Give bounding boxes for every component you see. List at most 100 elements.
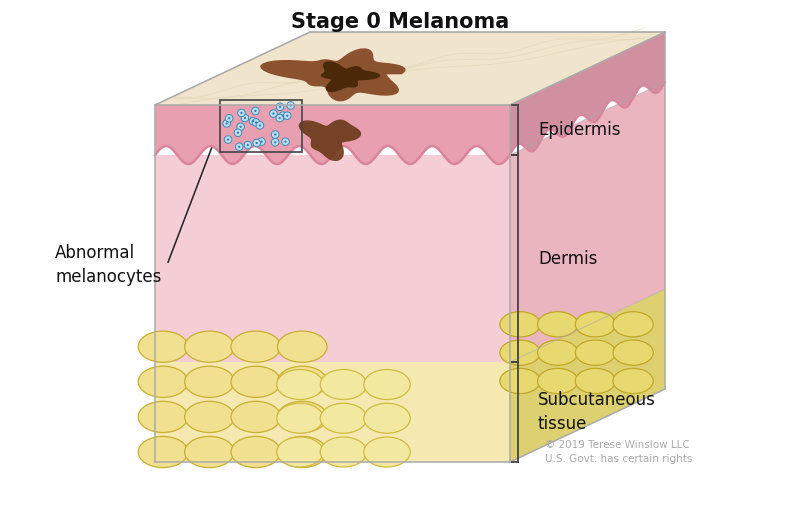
Ellipse shape: [538, 340, 578, 365]
Ellipse shape: [185, 401, 234, 433]
Circle shape: [276, 114, 283, 122]
Ellipse shape: [575, 340, 615, 365]
Circle shape: [279, 112, 286, 120]
Text: Subcutaneous
tissue: Subcutaneous tissue: [538, 391, 656, 433]
Circle shape: [227, 138, 229, 140]
Polygon shape: [321, 61, 380, 92]
Ellipse shape: [500, 340, 540, 365]
Text: Stage 0 Melanoma: Stage 0 Melanoma: [291, 12, 509, 32]
Ellipse shape: [138, 401, 188, 433]
Circle shape: [238, 109, 246, 116]
Circle shape: [237, 123, 244, 131]
Circle shape: [258, 124, 261, 126]
Ellipse shape: [231, 366, 281, 397]
Circle shape: [241, 114, 249, 122]
Ellipse shape: [613, 368, 654, 394]
Ellipse shape: [277, 437, 323, 467]
Polygon shape: [510, 289, 665, 462]
Circle shape: [255, 142, 258, 144]
Circle shape: [283, 112, 291, 120]
Circle shape: [224, 136, 232, 144]
Circle shape: [235, 143, 243, 151]
Circle shape: [252, 107, 259, 115]
Ellipse shape: [320, 437, 366, 467]
Ellipse shape: [278, 401, 327, 433]
Circle shape: [226, 114, 233, 122]
Ellipse shape: [278, 331, 327, 362]
Text: © 2019 Terese Winslow LLC
U.S. Govt. has certain rights: © 2019 Terese Winslow LLC U.S. Govt. has…: [545, 440, 692, 464]
Ellipse shape: [500, 311, 540, 337]
Ellipse shape: [613, 311, 654, 337]
Circle shape: [287, 102, 294, 109]
Ellipse shape: [277, 370, 323, 399]
Ellipse shape: [231, 401, 281, 433]
Circle shape: [271, 138, 279, 146]
Circle shape: [284, 140, 286, 143]
Ellipse shape: [320, 403, 366, 433]
Ellipse shape: [277, 403, 323, 433]
Circle shape: [240, 112, 242, 114]
Circle shape: [239, 126, 242, 128]
Ellipse shape: [138, 436, 188, 467]
Circle shape: [223, 120, 230, 127]
Circle shape: [274, 134, 276, 136]
Circle shape: [270, 110, 278, 118]
Ellipse shape: [575, 311, 615, 337]
Ellipse shape: [364, 437, 410, 467]
Circle shape: [271, 131, 279, 138]
Circle shape: [244, 117, 246, 119]
Ellipse shape: [278, 366, 327, 397]
Circle shape: [279, 106, 281, 108]
Circle shape: [278, 117, 281, 119]
Text: Abnormal
melanocytes: Abnormal melanocytes: [55, 244, 162, 286]
Ellipse shape: [185, 366, 234, 397]
Circle shape: [250, 118, 257, 125]
Ellipse shape: [364, 370, 410, 399]
Polygon shape: [155, 32, 665, 105]
Text: Epidermis: Epidermis: [538, 121, 621, 139]
Ellipse shape: [538, 368, 578, 394]
Circle shape: [272, 112, 274, 115]
Circle shape: [238, 146, 240, 148]
Circle shape: [282, 114, 284, 117]
Circle shape: [237, 132, 239, 134]
Circle shape: [234, 129, 242, 137]
Circle shape: [282, 138, 290, 146]
Text: Dermis: Dermis: [538, 250, 598, 267]
Circle shape: [290, 105, 292, 107]
Ellipse shape: [575, 368, 615, 394]
Circle shape: [261, 140, 262, 142]
Polygon shape: [510, 82, 665, 362]
Ellipse shape: [613, 340, 654, 365]
Circle shape: [252, 119, 260, 126]
Circle shape: [255, 121, 257, 124]
Polygon shape: [298, 120, 361, 161]
Circle shape: [246, 144, 249, 146]
Circle shape: [256, 122, 264, 129]
Circle shape: [244, 141, 251, 149]
Ellipse shape: [538, 311, 578, 337]
Circle shape: [253, 139, 261, 147]
Ellipse shape: [185, 331, 234, 362]
Polygon shape: [155, 155, 510, 362]
Circle shape: [258, 138, 266, 146]
Circle shape: [286, 114, 288, 117]
Ellipse shape: [278, 436, 327, 467]
Polygon shape: [155, 105, 510, 164]
Circle shape: [228, 117, 230, 119]
Circle shape: [274, 141, 276, 144]
Ellipse shape: [320, 370, 366, 399]
Ellipse shape: [364, 403, 410, 433]
Bar: [220, 100, 302, 152]
Polygon shape: [260, 48, 406, 101]
Ellipse shape: [500, 368, 540, 394]
Ellipse shape: [231, 436, 281, 467]
Ellipse shape: [138, 331, 188, 362]
Circle shape: [226, 122, 228, 124]
Ellipse shape: [138, 366, 188, 397]
Polygon shape: [155, 362, 510, 462]
Ellipse shape: [185, 436, 234, 467]
Circle shape: [252, 120, 254, 122]
Circle shape: [276, 103, 284, 111]
Ellipse shape: [231, 331, 281, 362]
